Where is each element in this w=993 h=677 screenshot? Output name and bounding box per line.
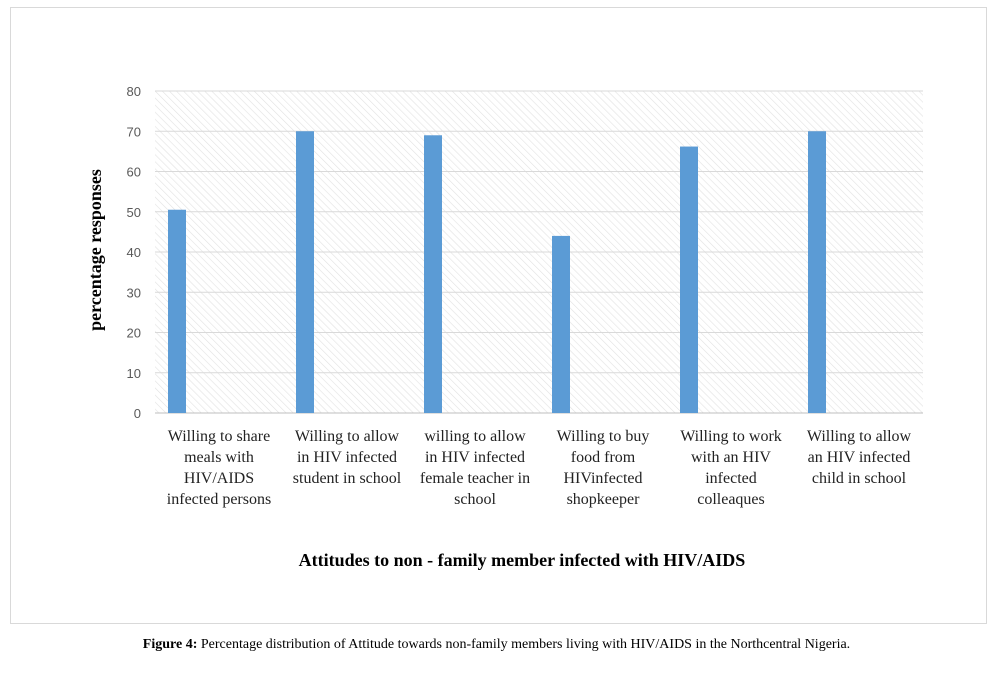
bar — [424, 135, 442, 413]
gridlines — [155, 90, 923, 414]
x-tick-label: Willing to allow an HIV infected child in … — [807, 428, 912, 487]
y-axis-label: percentage responses — [85, 169, 105, 331]
x-tick-label: Willing to allow in HIV infected student i… — [293, 428, 402, 487]
y-tick-labels: 0 10 20 30 40 50 60 70 80 — [127, 84, 141, 421]
x-tick-label: Willing to share meals with HIV/AIDS infect… — [167, 428, 271, 508]
y-tick-label: 40 — [127, 245, 141, 260]
y-tick-label: 20 — [127, 326, 141, 341]
x-tick-label: willing to allow in HIV infected female te… — [420, 428, 530, 508]
y-tick-label: 60 — [127, 165, 141, 180]
caption-text: Percentage distribution of Attitude towa… — [197, 637, 851, 652]
y-tick-label: 0 — [134, 406, 141, 421]
x-tick-label: Willing to buy food from HIVinfected shopke… — [557, 428, 650, 508]
y-tick-label: 10 — [127, 366, 141, 381]
x-tick-label: Willing to work with an HIV infected collea… — [680, 428, 782, 508]
bars — [168, 131, 826, 414]
figure-caption: Figure 4: Percentage distribution of Att… — [0, 637, 993, 653]
y-tick-label: 70 — [127, 124, 141, 139]
bar — [680, 146, 698, 414]
caption-label: Figure 4: — [142, 637, 198, 652]
bar — [296, 131, 314, 413]
y-tick-label: 50 — [127, 205, 141, 220]
bar — [808, 131, 826, 413]
x-axis-label: Attitudes to non - family member infecte… — [299, 550, 746, 570]
y-tick-label: 30 — [127, 285, 141, 300]
bar-chart: 0 10 20 30 40 50 60 70 80 Willing to share meals … — [85, 84, 923, 570]
y-tick-label: 80 — [127, 84, 141, 99]
bar — [168, 209, 186, 413]
x-tick-labels: Willing to share meals with HIV/AIDS infect… — [167, 428, 912, 508]
bar — [552, 235, 570, 413]
